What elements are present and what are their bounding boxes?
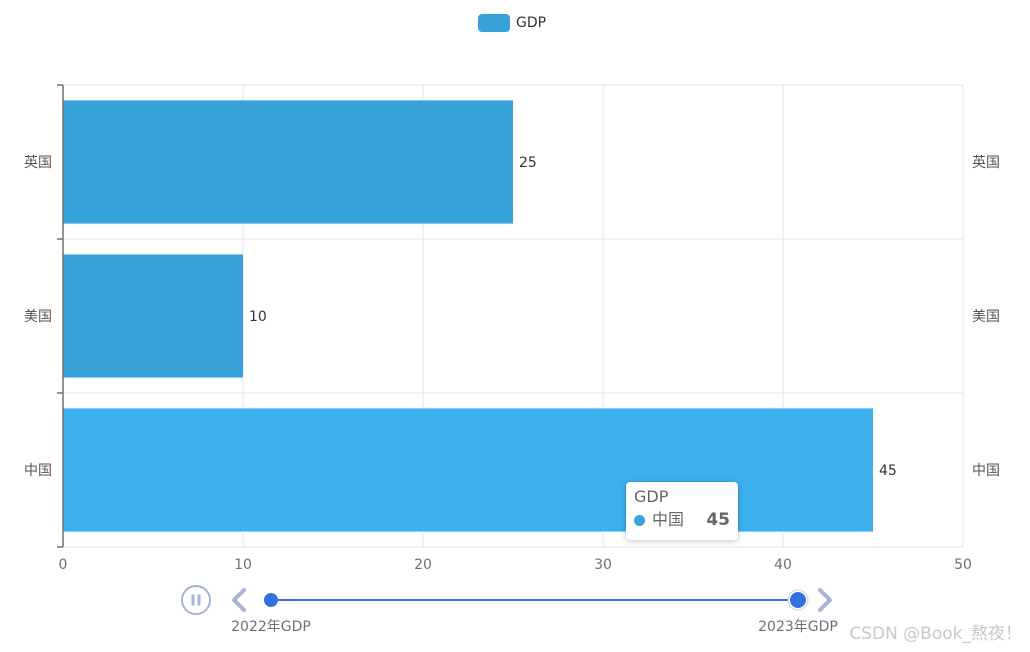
x-tick-label: 20: [414, 557, 432, 573]
tooltip-row: 中国 45: [634, 508, 730, 532]
tooltip: GDP 中国 45: [626, 482, 738, 540]
y-tick-label: 英国: [24, 154, 52, 171]
bar[interactable]: [63, 254, 243, 378]
y-tick-label-right: 英国: [972, 154, 1000, 171]
legend-label: GDP: [516, 15, 547, 31]
x-tick-label: 30: [594, 557, 612, 573]
timeline-point[interactable]: [264, 593, 278, 607]
chevron-right-icon[interactable]: [818, 588, 832, 612]
play-pause-button[interactable]: [181, 585, 211, 615]
y-tick-label-right: 中国: [972, 463, 1000, 479]
timeline-label: 2022年GDP: [231, 619, 311, 635]
tooltip-title: GDP: [634, 487, 669, 506]
y-tick-label: 美国: [24, 309, 52, 325]
watermark: CSDN @Book_熬夜！: [849, 624, 1022, 644]
legend-swatch: [478, 14, 510, 32]
bar-value-label: 45: [879, 463, 897, 479]
legend-gdp[interactable]: GDP: [478, 14, 546, 32]
bar-value-label: 10: [249, 309, 267, 325]
timeline: 2022年GDP 2023年GDP: [181, 585, 838, 635]
pause-icon: [191, 594, 195, 606]
x-tick-label: 10: [234, 557, 252, 573]
x-tick-label: 0: [59, 557, 68, 573]
timeline-current-point[interactable]: [790, 592, 806, 608]
tooltip-name: 中国: [652, 510, 685, 529]
y-tick-label-right: 美国: [972, 309, 1000, 325]
bar[interactable]: [63, 100, 513, 224]
x-tick-label: 50: [954, 557, 972, 573]
tooltip-marker: [634, 514, 645, 526]
y-tick-label: 中国: [24, 463, 52, 479]
timeline-label: 2023年GDP: [758, 619, 838, 635]
bar[interactable]: [63, 408, 873, 532]
bars: 45 10 25: [63, 100, 897, 532]
chevron-left-icon[interactable]: [232, 588, 246, 612]
tooltip-value: 45: [706, 510, 730, 530]
x-tick-label: 40: [774, 557, 792, 573]
pause-icon: [197, 594, 201, 606]
bar-value-label: 25: [519, 155, 537, 171]
